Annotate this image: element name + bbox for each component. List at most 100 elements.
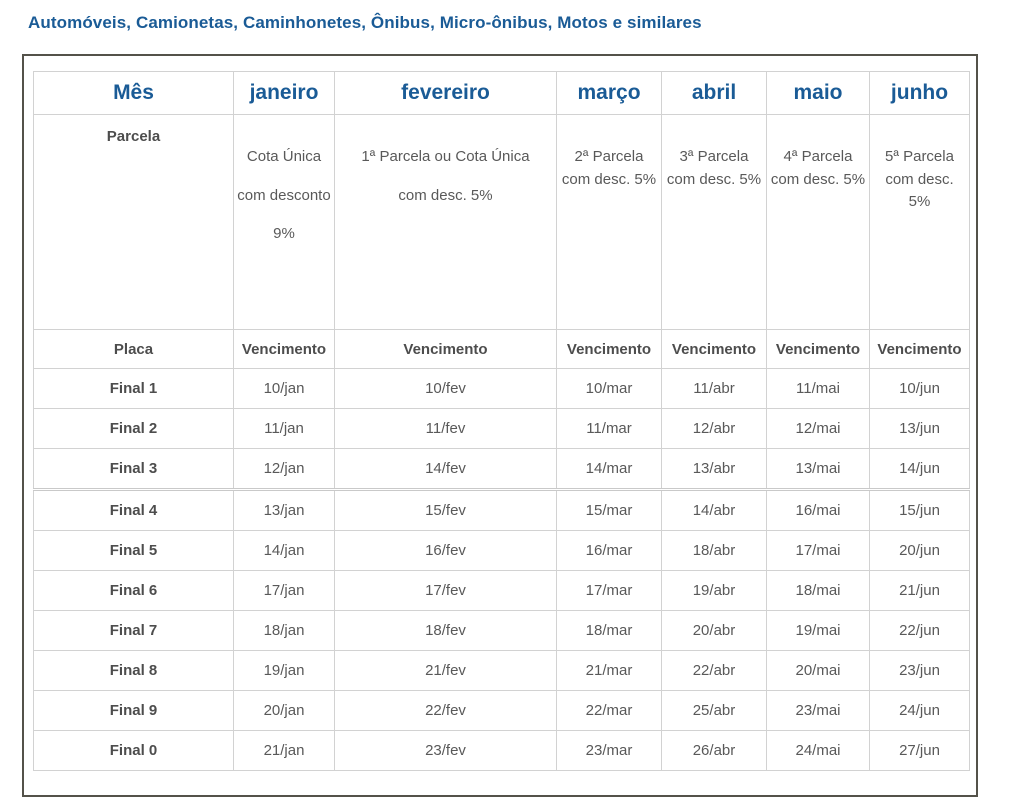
due-date-cell: 23/fev <box>334 730 557 771</box>
due-date-cell: 16/fev <box>334 530 557 571</box>
plate-final-label: Final 4 <box>33 488 234 531</box>
month-header-janeiro: janeiro <box>233 71 335 115</box>
table-row-final-5: Final 5 14/jan 16/fev 16/mar 18/abr 17/m… <box>33 530 970 571</box>
due-date-cell: 10/mar <box>556 368 662 409</box>
vencimento-header: Vencimento <box>766 329 870 369</box>
vencimento-header: Vencimento <box>334 329 557 369</box>
table-row-final-7: Final 7 18/jan 18/fev 18/mar 20/abr 19/m… <box>33 610 970 651</box>
due-date-cell: 22/jun <box>869 610 970 651</box>
due-date-cell: 23/jun <box>869 650 970 691</box>
due-date-cell: 19/mai <box>766 610 870 651</box>
due-date-cell: 13/mai <box>766 448 870 490</box>
due-date-cell: 16/mar <box>556 530 662 571</box>
plate-final-label: Final 0 <box>33 730 234 771</box>
mes-header: Mês <box>33 71 234 115</box>
due-date-cell: 12/mai <box>766 408 870 449</box>
page-title: Automóveis, Camionetas, Caminhonetes, Ôn… <box>28 13 702 32</box>
month-header-marco: março <box>556 71 662 115</box>
due-date-cell: 14/mar <box>556 448 662 490</box>
plate-final-label: Final 6 <box>33 570 234 611</box>
due-date-cell: 18/fev <box>334 610 557 651</box>
due-date-cell: 13/jan <box>233 488 335 531</box>
due-date-cell: 23/mar <box>556 730 662 771</box>
due-date-cell: 15/jun <box>869 488 970 531</box>
table-row-final-0: Final 0 21/jan 23/fev 23/mar 26/abr 24/m… <box>33 730 970 771</box>
installment-text: 4ª Parcela com desc. 5% <box>770 148 866 188</box>
vencimento-header: Vencimento <box>556 329 662 369</box>
due-date-cell: 17/jan <box>233 570 335 611</box>
due-date-cell: 13/abr <box>661 448 767 490</box>
table-row-final-4: Final 4 13/jan 15/fev 15/mar 14/abr 16/m… <box>33 488 970 531</box>
due-date-cell: 11/mar <box>556 408 662 449</box>
plate-final-label: Final 9 <box>33 690 234 731</box>
due-date-cell: 22/mar <box>556 690 662 731</box>
installment-cell-marco: 2ª Parcela com desc. 5% <box>556 114 662 330</box>
installment-text: 3ª Parcela com desc. 5% <box>666 148 762 188</box>
due-date-cell: 18/mai <box>766 570 870 611</box>
vencimento-header: Vencimento <box>233 329 335 369</box>
due-date-cell: 21/fev <box>334 650 557 691</box>
month-header-abril: abril <box>661 71 767 115</box>
table-row-final-9: Final 9 20/jan 22/fev 22/mar 25/abr 23/m… <box>33 690 970 731</box>
vencimento-header: Vencimento <box>661 329 767 369</box>
month-header-fevereiro: fevereiro <box>334 71 557 115</box>
due-date-cell: 18/abr <box>661 530 767 571</box>
due-date-cell: 15/fev <box>334 488 557 531</box>
due-date-cell: 22/abr <box>661 650 767 691</box>
due-date-cell: 10/jun <box>869 368 970 409</box>
due-date-cell: 14/jun <box>869 448 970 490</box>
plate-final-label: Final 1 <box>33 368 234 409</box>
due-date-cell: 20/jun <box>869 530 970 571</box>
month-header-maio: maio <box>766 71 870 115</box>
due-date-cell: 24/mai <box>766 730 870 771</box>
plate-final-label: Final 8 <box>33 650 234 691</box>
table-row-final-6: Final 6 17/jan 17/fev 17/mar 19/abr 18/m… <box>33 570 970 611</box>
due-date-cell: 13/jun <box>869 408 970 449</box>
table-row-final-1: Final 1 10/jan 10/fev 10/mar 11/abr 11/m… <box>33 368 970 409</box>
installment-text: 5ª Parcela com desc. 5% <box>885 148 954 210</box>
due-date-cell: 12/jan <box>233 448 335 490</box>
plate-final-label: Final 5 <box>33 530 234 571</box>
due-date-cell: 11/jan <box>233 408 335 449</box>
installment-text: 1ª Parcela ou Cota Única <box>361 148 530 165</box>
installment-cell-junho: 5ª Parcela com desc. 5% <box>869 114 970 330</box>
due-date-cell: 15/mar <box>556 488 662 531</box>
due-date-cell: 18/jan <box>233 610 335 651</box>
due-date-cell: 21/mar <box>556 650 662 691</box>
schedule-frame: Mês janeiro fevereiro março abril maio j… <box>22 54 978 797</box>
installment-text: Cota Única <box>246 148 322 165</box>
installment-cell-maio: 4ª Parcela com desc. 5% <box>766 114 870 330</box>
due-date-cell: 21/jun <box>869 570 970 611</box>
parcela-label: Parcela <box>33 114 234 330</box>
due-date-cell: 17/mai <box>766 530 870 571</box>
due-date-cell: 19/abr <box>661 570 767 611</box>
month-header-row: Mês janeiro fevereiro março abril maio j… <box>33 71 970 115</box>
due-date-cell: 11/fev <box>334 408 557 449</box>
installment-text: 9% <box>273 225 295 242</box>
due-date-cell: 25/abr <box>661 690 767 731</box>
installment-text: com desc. 5% <box>398 186 493 204</box>
due-date-cell: 20/mai <box>766 650 870 691</box>
due-date-cell: 20/abr <box>661 610 767 651</box>
due-date-cell: 16/mai <box>766 488 870 531</box>
month-header-junho: junho <box>869 71 970 115</box>
installment-description-row: Parcela Cota Única com desconto 9% 1ª Pa… <box>33 114 970 330</box>
plate-final-label: Final 2 <box>33 408 234 449</box>
table-row-final-8: Final 8 19/jan 21/fev 21/mar 22/abr 20/m… <box>33 650 970 691</box>
due-date-cell: 11/mai <box>766 368 870 409</box>
plate-final-label: Final 7 <box>33 610 234 651</box>
due-date-cell: 17/mar <box>556 570 662 611</box>
due-date-cell: 23/mai <box>766 690 870 731</box>
due-date-cell: 22/fev <box>334 690 557 731</box>
due-date-cell: 12/abr <box>661 408 767 449</box>
due-date-cell: 26/abr <box>661 730 767 771</box>
due-date-cell: 10/fev <box>334 368 557 409</box>
due-date-cell: 20/jan <box>233 690 335 731</box>
due-date-cell: 10/jan <box>233 368 335 409</box>
due-date-cell: 21/jan <box>233 730 335 771</box>
due-date-cell: 27/jun <box>869 730 970 771</box>
installment-cell-janeiro: Cota Única com desconto 9% <box>233 114 335 330</box>
due-date-cell: 17/fev <box>334 570 557 611</box>
vencimento-header: Vencimento <box>869 329 970 369</box>
installment-text: 2ª Parcela com desc. 5% <box>561 148 657 188</box>
